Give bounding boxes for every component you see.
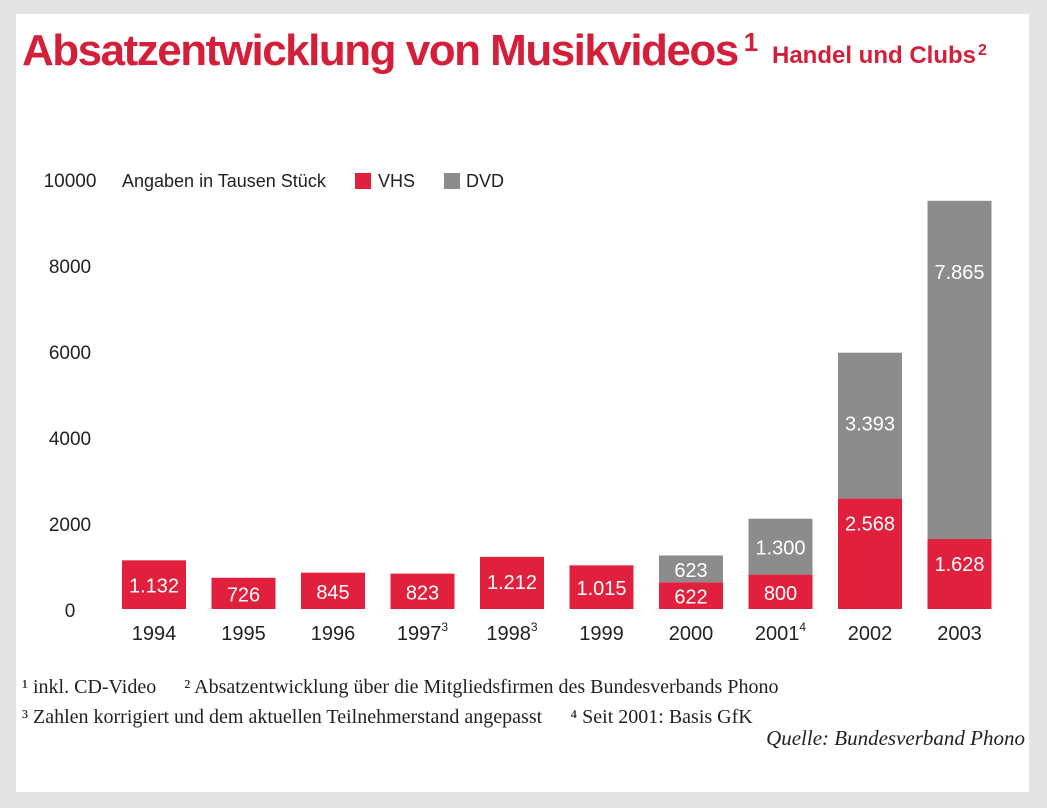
bar-vhs xyxy=(659,582,723,609)
data-label-vhs: 1.132 xyxy=(129,575,179,597)
x-tick-footnote-mark: 4 xyxy=(799,620,806,634)
bar-dvd xyxy=(838,352,902,499)
x-tick-label: 1999 xyxy=(579,623,624,645)
x-tick-label: 2003 xyxy=(937,623,982,645)
bar-vhs xyxy=(390,573,455,609)
bar-vhs xyxy=(927,538,992,609)
y-tick-label: 2000 xyxy=(49,515,91,536)
data-label-vhs: 1.628 xyxy=(934,554,984,576)
x-tick-label: 20014 xyxy=(755,620,807,645)
bar-vhs xyxy=(480,556,544,609)
bar-vhs xyxy=(838,498,902,609)
subtitle-footnote-mark: 2 xyxy=(978,42,987,59)
y-tick-label: 10000 xyxy=(44,171,97,192)
legend-label-vhs: VHS xyxy=(378,171,415,191)
legend-swatch-dvd xyxy=(444,173,460,189)
chart-subtitle-text: Handel und Clubs xyxy=(772,42,976,69)
data-label-dvd: 623 xyxy=(674,560,707,582)
data-label-dvd: 7.865 xyxy=(934,262,984,284)
data-label-dvd: 3.393 xyxy=(845,414,895,436)
chart-title-text: Absatzentwicklung von Musikvideos xyxy=(22,26,739,75)
bar-dvd xyxy=(659,555,723,583)
x-tick-label: 1996 xyxy=(311,623,356,645)
footnote-2: ² Absatzentwicklung über die Mitgliedsfi… xyxy=(184,676,779,698)
data-label-vhs: 2.568 xyxy=(845,514,895,536)
x-tick-label: 19983 xyxy=(486,620,538,645)
x-tick-label: 2002 xyxy=(848,623,893,645)
bar-dvd xyxy=(927,200,992,539)
chart-title: Absatzentwicklung von Musikvideos 1 xyxy=(22,26,758,76)
footnote-line-2: ³ Zahlen korrigiert und dem aktuellen Te… xyxy=(22,706,781,729)
footnote-1: ¹ inkl. CD-Video xyxy=(22,676,157,698)
x-tick-footnote-mark: 3 xyxy=(441,620,448,634)
data-label-vhs: 800 xyxy=(764,583,797,605)
footnote-4: ⁴ Seit 2001: Basis GfK xyxy=(570,706,753,728)
bar-vhs xyxy=(569,565,634,609)
chart-subtitle: Handel und Clubs 2 xyxy=(772,42,987,70)
legend-swatch-vhs xyxy=(355,173,371,189)
title-footnote-mark: 1 xyxy=(743,27,759,57)
footnote-3: ³ Zahlen korrigiert und dem aktuellen Te… xyxy=(22,706,543,728)
legend-label-dvd: DVD xyxy=(466,171,504,191)
data-label-vhs: 1.015 xyxy=(576,578,626,600)
bar-vhs xyxy=(748,574,813,609)
legend-unit-label: Angaben in Tausen Stück xyxy=(122,171,327,191)
data-label-vhs: 726 xyxy=(227,584,260,606)
data-label-vhs: 1.212 xyxy=(487,572,537,594)
data-label-vhs: 845 xyxy=(316,582,349,604)
data-label-vhs: 622 xyxy=(674,587,707,609)
data-label-vhs: 823 xyxy=(406,582,439,604)
y-tick-label: 4000 xyxy=(49,429,91,450)
x-tick-label: 1994 xyxy=(132,623,177,645)
x-tick-label: 1995 xyxy=(221,623,266,645)
y-tick-label: 0 xyxy=(65,601,76,622)
bar-dvd xyxy=(748,518,813,575)
x-tick-label: 2000 xyxy=(669,623,714,645)
bar-vhs xyxy=(301,572,365,609)
y-tick-label: 8000 xyxy=(49,257,91,278)
y-tick-label: 6000 xyxy=(49,343,91,364)
x-tick-footnote-mark: 3 xyxy=(531,620,538,634)
source-note: Quelle: Bundesverband Phono xyxy=(766,726,1025,750)
data-label-dvd: 1.300 xyxy=(755,538,805,560)
bar-vhs xyxy=(122,560,186,609)
x-tick-label: 19973 xyxy=(397,620,449,645)
bar-vhs xyxy=(211,577,276,609)
footnote-line-1: ¹ inkl. CD-Video ² Absatzentwicklung über… xyxy=(22,676,806,699)
